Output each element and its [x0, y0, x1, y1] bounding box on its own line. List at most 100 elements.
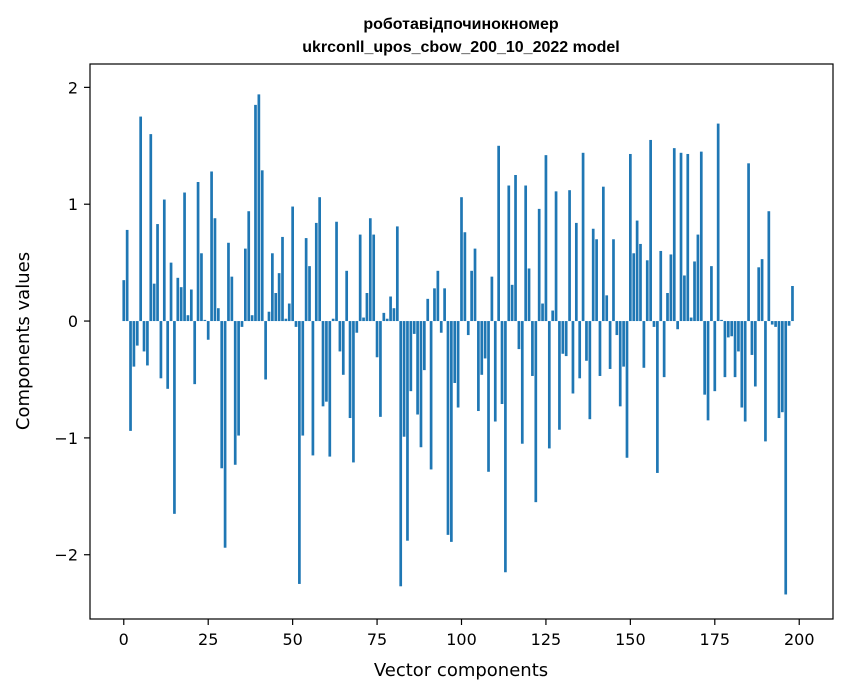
x-tick-label: 200 [784, 630, 815, 649]
bar-129 [558, 321, 561, 430]
bar-183 [740, 321, 744, 408]
bar-40 [257, 94, 261, 322]
bar-196 [784, 321, 788, 595]
bar-172 [703, 321, 707, 395]
bar-67 [348, 321, 352, 419]
bar-171 [699, 151, 703, 322]
bar-123 [537, 208, 541, 322]
bar-130 [561, 321, 565, 354]
bar-31 [227, 242, 230, 322]
bar-143 [605, 295, 609, 322]
bar-126 [547, 321, 551, 449]
bar-24 [203, 319, 207, 322]
bar-82 [399, 321, 403, 587]
bar-57 [314, 222, 318, 322]
bar-114 [507, 185, 511, 322]
bar-103 [470, 270, 473, 322]
bar-28 [216, 308, 220, 322]
bar-37 [247, 211, 251, 322]
bar-75 [375, 321, 379, 358]
bar-174 [710, 266, 713, 322]
bar-71 [362, 317, 365, 322]
bar-166 [683, 275, 686, 322]
bar-99 [456, 321, 460, 408]
bar-158 [656, 321, 659, 473]
bar-95 [443, 288, 446, 322]
x-tick-label: 50 [282, 630, 302, 649]
bar-175 [713, 321, 717, 392]
bar-4 [135, 321, 139, 346]
bar-29 [220, 321, 224, 469]
y-axis-ticks: −2 −1 0 1 2 [54, 78, 90, 565]
bar-36 [244, 248, 247, 322]
bar-165 [679, 152, 683, 322]
bar-13 [166, 321, 170, 389]
bar-111 [497, 145, 500, 322]
bar-128 [554, 191, 558, 322]
bar-160 [662, 321, 666, 378]
x-tick-label: 0 [119, 630, 129, 649]
bar-140 [595, 239, 598, 322]
bar-155 [645, 260, 649, 322]
bar-138 [588, 321, 592, 420]
x-tick-label: 25 [198, 630, 218, 649]
bar-101 [463, 232, 467, 322]
bar-26 [210, 171, 213, 322]
bar-44 [271, 253, 274, 322]
bar-96 [446, 321, 450, 535]
bar-139 [591, 228, 595, 322]
bar-17 [179, 287, 183, 322]
bar-20 [189, 289, 193, 322]
bar-159 [659, 250, 663, 322]
y-tick-label: 0 [68, 312, 78, 331]
bar-163 [672, 148, 676, 322]
bar-64 [338, 321, 342, 352]
bar-83 [402, 321, 406, 437]
x-axis-ticks: 0 25 50 75 100 125 150 175 200 [119, 619, 815, 649]
bar-78 [385, 318, 389, 322]
chart-title: роботавідпочинокномер [363, 16, 559, 33]
bar-65 [341, 321, 345, 375]
bar-133 [571, 321, 575, 394]
bar-184 [743, 321, 747, 422]
bar-109 [490, 276, 494, 322]
bar-141 [598, 321, 602, 376]
bar-121 [531, 321, 534, 376]
bar-33 [233, 321, 237, 465]
x-tick-label: 75 [367, 630, 387, 649]
bar-117 [517, 321, 521, 350]
bar-61 [328, 321, 332, 457]
bar-53 [301, 321, 305, 436]
bar-88 [419, 321, 423, 448]
bar-93 [436, 270, 440, 322]
bar-98 [453, 321, 457, 383]
bar-193 [774, 321, 777, 327]
bar-149 [625, 321, 629, 458]
bar-173 [706, 321, 710, 421]
bar-5 [139, 116, 143, 322]
bar-68 [352, 321, 355, 463]
bar-191 [767, 211, 771, 322]
bar-198 [791, 286, 794, 322]
bar-122 [534, 321, 538, 503]
bar-148 [622, 321, 625, 367]
x-tick-label: 100 [446, 630, 477, 649]
bar-25 [206, 321, 210, 340]
bar-77 [382, 312, 386, 322]
bar-108 [487, 321, 490, 472]
bar-30 [223, 321, 227, 548]
y-axis-label: Components values [13, 252, 34, 430]
bar-136 [581, 152, 585, 322]
bar-3 [132, 321, 136, 367]
bar-2 [129, 321, 132, 431]
x-axis-label: Vector components [374, 660, 548, 681]
bar-34 [237, 321, 240, 436]
bar-11 [159, 321, 163, 379]
bar-118 [520, 321, 524, 444]
bar-142 [601, 186, 605, 322]
bar-164 [676, 321, 679, 330]
bar-157 [652, 321, 656, 327]
bar-152 [635, 220, 639, 322]
bar-97 [450, 321, 453, 542]
bar-59 [321, 321, 325, 407]
